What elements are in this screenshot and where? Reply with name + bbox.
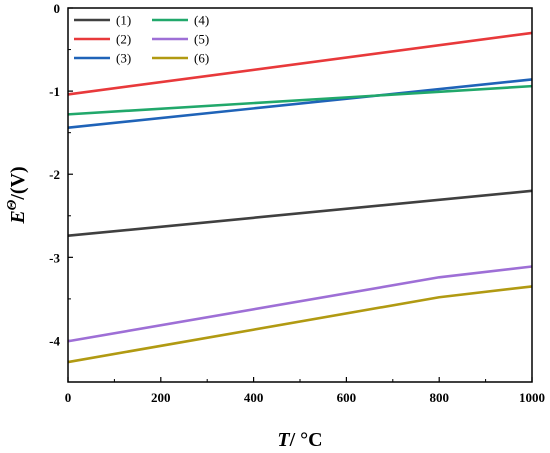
series-layer [67,31,533,364]
y-axis-var: E [7,210,29,224]
y-tick-label: 0 [54,1,61,16]
legend-label-5: (5) [194,32,209,47]
legend-label-3: (3) [116,51,131,66]
y-axis-title: EΘ/(V) [5,166,29,224]
y-tick-labels: -4 -3 -2 -1 0 [49,1,60,348]
y-tick-label: -4 [49,333,60,348]
y-axis-unit: /(V) [7,166,29,200]
x-tick-labels: 0 200 400 600 800 1000 [65,390,545,405]
legend-label-4: (4) [194,13,209,28]
x-tick-label: 1000 [519,390,545,405]
x-tick-label: 400 [244,390,264,405]
plot-frame [67,7,533,383]
x-tick-label: 0 [65,390,72,405]
x-axis-var: T [277,429,290,451]
legend-label-6: (6) [194,51,209,66]
x-tick-label: 600 [337,390,357,405]
x-tick-label: 200 [151,390,171,405]
series-line-4 [67,84,533,116]
y-axis-sup: Θ [5,199,20,210]
legend-label-1: (1) [116,13,131,28]
series-line-1 [67,189,533,238]
x-axis-title: T/ °C [277,429,322,451]
series-line-2 [67,31,533,96]
legend: (1) (2) (3) (4) (5) (6) [74,13,209,66]
x-axis-unit: / °C [289,429,323,451]
series-line-5 [67,265,533,343]
series-line-6 [67,285,533,364]
legend-label-2: (2) [116,32,131,47]
x-tick-label: 800 [429,390,449,405]
y-tick-label: -3 [49,250,60,265]
y-tick-label: -2 [49,167,60,182]
y-tick-label: -1 [49,84,60,99]
series-line-3 [67,78,533,129]
